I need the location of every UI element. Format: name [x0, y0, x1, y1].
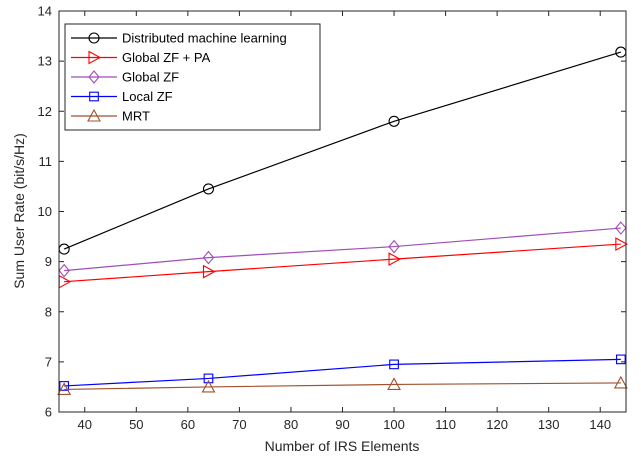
y-tick-label: 13	[38, 54, 52, 69]
data-point	[59, 381, 70, 391]
series-line	[64, 227, 621, 272]
data-point	[615, 354, 626, 365]
legend-item: Global ZF	[71, 70, 179, 85]
x-tick-label: 120	[486, 417, 508, 432]
y-tick-label: 14	[38, 4, 52, 19]
y-tick-label: 12	[38, 104, 52, 119]
series-5	[57, 375, 628, 395]
y-tick-label: 8	[45, 304, 52, 319]
x-tick-label: 100	[383, 417, 405, 432]
data-point	[202, 264, 216, 279]
x-tick-label: 60	[181, 417, 195, 432]
y-tick-label: 9	[45, 254, 52, 269]
legend-item: Global ZF + PA	[71, 50, 211, 65]
x-tick-label: 90	[335, 417, 349, 432]
data-point	[389, 359, 399, 370]
y-axis-label: Sum User Rate (bit/s/Hz)	[11, 133, 27, 289]
plot-frame	[58, 10, 627, 413]
data-point	[202, 183, 215, 195]
x-tick-label: 70	[232, 417, 246, 432]
series-4	[59, 354, 626, 391]
data-point	[202, 250, 215, 265]
data-point	[388, 239, 400, 254]
y-tick-label: 11	[39, 154, 53, 169]
legend-label: Global ZF + PA	[122, 50, 211, 65]
legend-marker	[89, 91, 99, 102]
legend-item: MRT	[71, 109, 150, 124]
y-tick-label: 10	[38, 204, 52, 219]
series-line	[64, 243, 621, 283]
x-tick-label: 40	[78, 417, 92, 432]
series-line	[63, 51, 622, 250]
x-tick-label: 130	[538, 417, 560, 432]
legend-marker	[88, 50, 102, 65]
legend-label: MRT	[122, 109, 150, 124]
data-point	[387, 377, 401, 390]
x-tick-label: 50	[129, 417, 143, 432]
legend-item: Local ZF	[71, 89, 173, 104]
data-point	[201, 379, 216, 393]
x-axis-label: Number of IRS Elements	[265, 438, 420, 454]
legend-label: Global ZF	[122, 70, 179, 85]
x-tick-label: 110	[435, 417, 456, 432]
series-2	[58, 237, 628, 289]
legend-marker	[88, 70, 100, 84]
x-tick-label: 140	[589, 417, 611, 432]
data-point	[615, 237, 628, 252]
series-3	[58, 221, 627, 278]
series-1	[58, 46, 627, 255]
legend-item: Distributed machine learning	[71, 31, 287, 46]
y-tick-label: 6	[45, 405, 52, 420]
series-line	[64, 382, 621, 391]
data-point	[57, 382, 72, 395]
legend-marker	[88, 32, 100, 44]
data-point	[388, 115, 400, 127]
legend-label: Local ZF	[122, 89, 173, 104]
data-point	[615, 221, 627, 235]
data-point	[388, 252, 402, 267]
legend-marker	[87, 108, 101, 122]
legend-label: Distributed machine learning	[122, 31, 287, 46]
data-point	[58, 263, 70, 278]
series-line	[64, 358, 621, 387]
legend: Distributed machine learning Global ZF + …	[64, 23, 321, 131]
data-point	[203, 373, 214, 384]
x-tick-label: 80	[284, 417, 298, 432]
data-point	[613, 375, 628, 389]
y-tick-label: 7	[45, 354, 52, 369]
